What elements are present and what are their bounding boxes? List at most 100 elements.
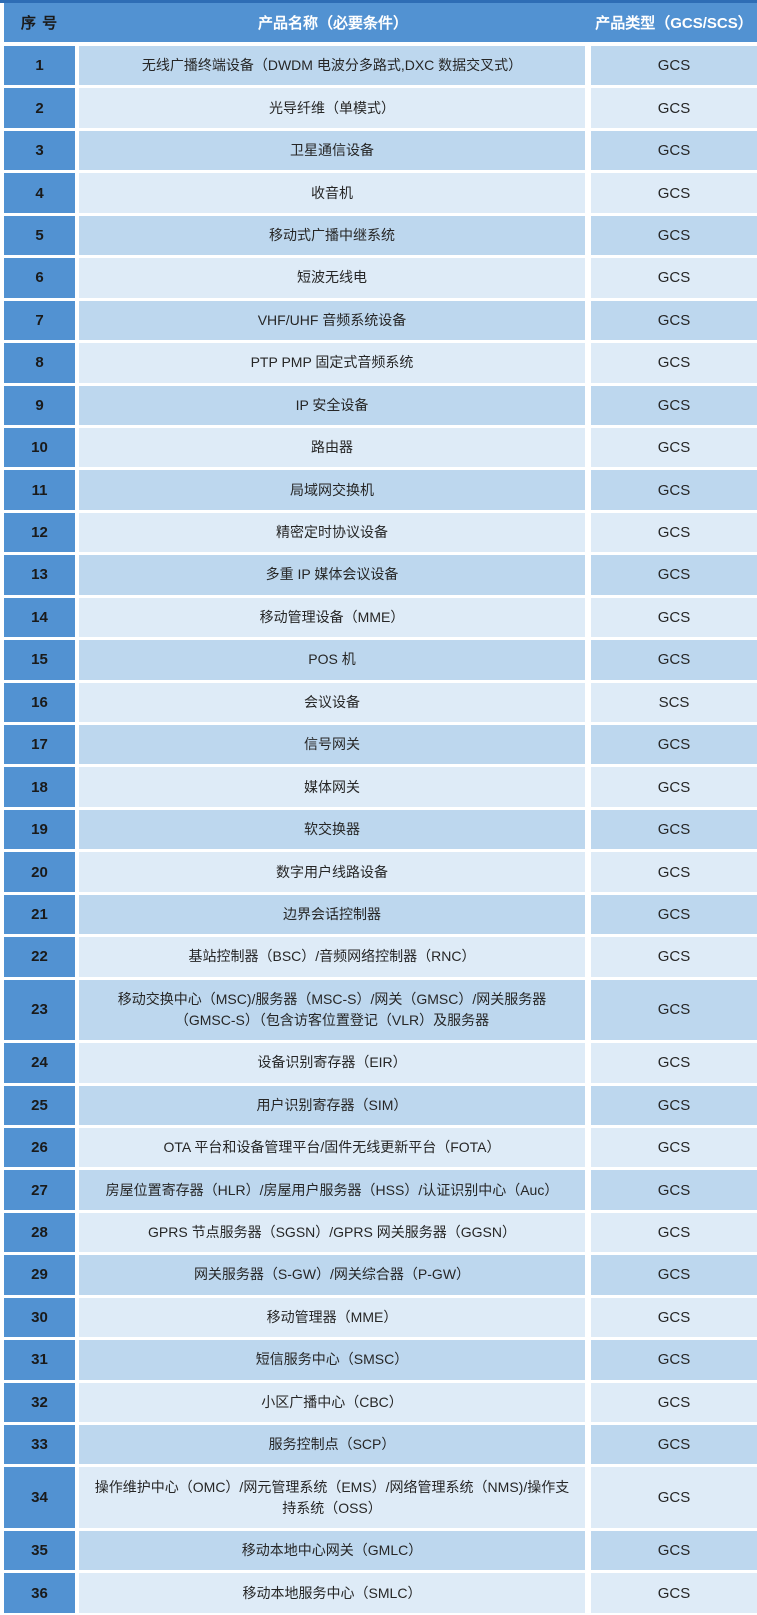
product-type-cell: GCS xyxy=(591,894,757,935)
row-number-cell: 11 xyxy=(4,470,75,510)
table-row: 13 多重 IP 媒体会议设备 GCS xyxy=(4,555,757,595)
product-type-cell: GCS xyxy=(591,427,757,468)
row-number: 13 xyxy=(31,566,48,584)
row-number-cell: 34 xyxy=(4,1467,75,1528)
header-product-name: 产品名称（必要条件） xyxy=(257,15,408,32)
product-type-cell: GCS xyxy=(591,597,757,638)
product-name-cell: 基站控制器（BSC）/音频网络控制器（RNC） xyxy=(79,937,585,977)
product-type: GCS xyxy=(657,99,691,117)
row-number-cell: 17 xyxy=(4,725,75,765)
row-number: 6 xyxy=(35,269,44,287)
product-type-cell: GCS xyxy=(591,1170,757,1210)
product-type-cell: GCS xyxy=(591,385,757,425)
product-type: GCS xyxy=(657,1351,691,1369)
table-row: 12 精密定时协议设备 GCS xyxy=(4,512,757,553)
table-row: 2 光导纤维（单模式） GCS xyxy=(4,88,757,128)
table-row: 1 无线广播终端设备（DWDM 电波分多路式,DXC 数据交叉式） GCS xyxy=(4,46,757,86)
product-name-cell: 移动式广播中继系统 xyxy=(79,215,585,256)
product-name: 用户识别寄存器（SIM） xyxy=(256,1096,408,1113)
product-type-cell: GCS xyxy=(591,258,757,298)
table-row: 8 PTP PMP 固定式音频系统 GCS xyxy=(4,343,757,383)
table-row: 6 短波无线电 GCS xyxy=(4,258,757,298)
product-type-cell: GCS xyxy=(591,1340,757,1380)
product-name-cell: 服务控制点（SCP） xyxy=(79,1425,585,1465)
table-header: 序 号 产品名称（必要条件） 产品类型（GCS/SCS） xyxy=(4,3,757,42)
row-number-cell: 35 xyxy=(4,1530,75,1571)
product-type: GCS xyxy=(657,1054,691,1072)
row-number-cell: 16 xyxy=(4,682,75,722)
product-name-cell: 设备识别寄存器（EIR） xyxy=(79,1043,585,1083)
product-name-cell: 会议设备 xyxy=(79,682,585,722)
product-name: 无线广播终端设备（DWDM 电波分多路式,DXC 数据交叉式） xyxy=(141,57,523,74)
row-number: 21 xyxy=(31,905,48,923)
row-number-cell: 22 xyxy=(4,937,75,977)
product-type: GCS xyxy=(657,311,691,329)
product-type: GCS xyxy=(657,269,691,287)
product-name: 短波无线电 xyxy=(297,269,367,286)
product-name: POS 机 xyxy=(308,651,356,668)
product-name-cell: VHF/UHF 音频系统设备 xyxy=(79,300,585,341)
product-name: 移动管理设备（MME） xyxy=(259,608,405,625)
row-number: 32 xyxy=(31,1393,48,1411)
product-type: SCS xyxy=(658,693,690,711)
table-row: 31 短信服务中心（SMSC） GCS xyxy=(4,1340,757,1380)
product-type-cell: GCS xyxy=(591,1382,757,1422)
product-type-cell: GCS xyxy=(591,215,757,256)
product-type-cell: GCS xyxy=(591,300,757,341)
product-name-cell: 媒体网关 xyxy=(79,767,585,807)
product-type-cell: GCS xyxy=(591,979,757,1041)
row-number: 18 xyxy=(31,778,48,796)
product-type-cell: GCS xyxy=(591,937,757,977)
product-type: GCS xyxy=(657,1308,691,1326)
product-type-cell: GCS xyxy=(591,1530,757,1571)
product-name-cell: 精密定时协议设备 xyxy=(79,512,585,553)
product-name: 移动本地服务中心（SMLC） xyxy=(242,1584,422,1601)
row-number: 33 xyxy=(31,1436,48,1454)
row-number: 3 xyxy=(35,142,44,160)
product-name: 局域网交换机 xyxy=(290,481,374,498)
table-row: 16 会议设备 SCS xyxy=(4,682,757,722)
row-number: 26 xyxy=(31,1139,48,1157)
product-name: 移动交换中心（MSC)/服务器（MSC-S）/网关（GMSC）/网关服务器（GM… xyxy=(117,990,547,1028)
product-type: GCS xyxy=(657,863,691,881)
product-type-cell: GCS xyxy=(591,88,757,128)
product-name: 光导纤维（单模式） xyxy=(269,99,395,116)
product-name-cell: 收音机 xyxy=(79,173,585,213)
row-number: 29 xyxy=(31,1266,48,1284)
product-name: 网关服务器（S-GW）/网关综合器（P-GW） xyxy=(193,1266,471,1283)
product-name-cell: 卫星通信设备 xyxy=(79,130,585,171)
header-product-type: 产品类型（GCS/SCS） xyxy=(595,15,753,32)
product-type: GCS xyxy=(657,1393,691,1411)
table-row: 22 基站控制器（BSC）/音频网络控制器（RNC） GCS xyxy=(4,937,757,977)
product-name: 操作维护中心（OMC）/网元管理系统（EMS）/网络管理系统（NMS)/操作支持… xyxy=(94,1478,570,1516)
header-serial-number: 序 号 xyxy=(20,15,59,32)
row-number-cell: 10 xyxy=(4,427,75,468)
row-number-cell: 21 xyxy=(4,894,75,935)
product-name-cell: OTA 平台和设备管理平台/固件无线更新平台（FOTA） xyxy=(79,1127,585,1168)
table-row: 3 卫星通信设备 GCS xyxy=(4,130,757,171)
product-type-cell: GCS xyxy=(591,46,757,86)
product-name-cell: 移动交换中心（MSC)/服务器（MSC-S）/网关（GMSC）/网关服务器（GM… xyxy=(79,979,585,1041)
row-number: 22 xyxy=(31,948,48,966)
product-type-cell: GCS xyxy=(591,173,757,213)
product-type: GCS xyxy=(657,226,691,244)
row-number: 24 xyxy=(31,1054,48,1072)
product-type: GCS xyxy=(657,608,691,626)
row-number: 25 xyxy=(31,1096,48,1114)
product-name-cell: GPRS 节点服务器（SGSN）/GPRS 网关服务器（GGSN） xyxy=(79,1212,585,1253)
product-type-cell: GCS xyxy=(591,1212,757,1253)
table-row: 33 服务控制点（SCP） GCS xyxy=(4,1425,757,1465)
row-number: 5 xyxy=(35,226,44,244)
product-type: GCS xyxy=(657,524,691,542)
row-number-cell: 25 xyxy=(4,1085,75,1125)
product-type: GCS xyxy=(657,948,691,966)
product-name: 多重 IP 媒体会议设备 xyxy=(265,566,399,583)
row-number-cell: 19 xyxy=(4,809,75,850)
product-type: GCS xyxy=(657,396,691,414)
row-number-cell: 15 xyxy=(4,640,75,680)
table-row: 11 局域网交换机 GCS xyxy=(4,470,757,510)
product-type: GCS xyxy=(657,736,691,754)
product-type: GCS xyxy=(657,821,691,839)
product-type: GCS xyxy=(657,481,691,499)
